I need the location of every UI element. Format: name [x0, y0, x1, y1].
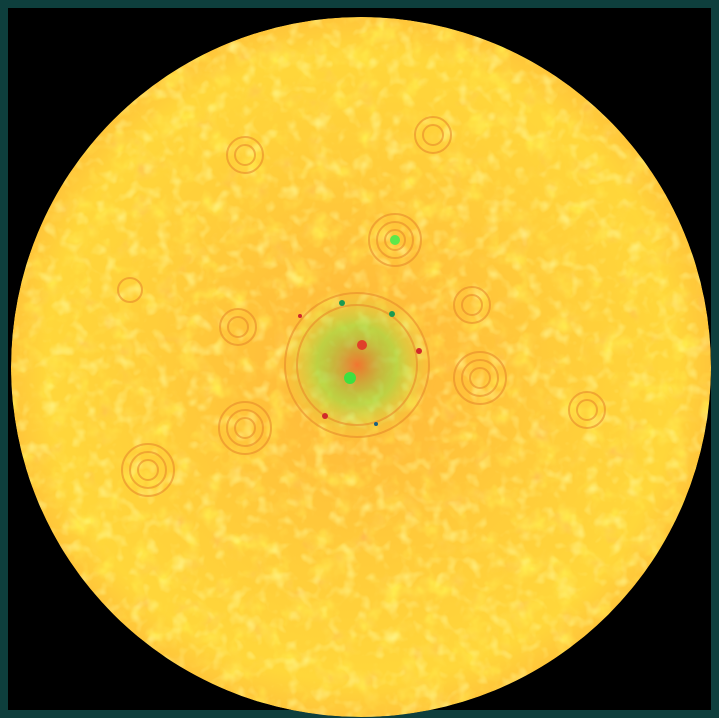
disk: [11, 17, 711, 717]
core: [277, 285, 437, 445]
spots: [298, 235, 422, 426]
rings: [117, 116, 606, 497]
